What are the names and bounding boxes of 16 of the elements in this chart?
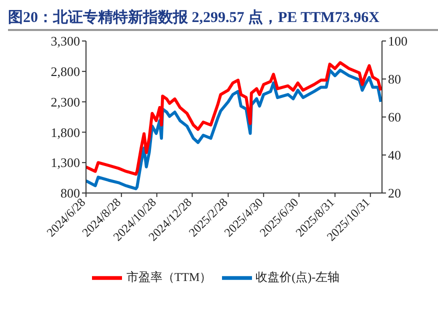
legend-label: 收盘价(点)-左轴	[256, 270, 340, 284]
y-tick-label: 1,300	[50, 155, 80, 170]
y2-tick-label: 80	[388, 72, 401, 87]
y-tick-label: 1,800	[50, 124, 80, 140]
y2-tick-label: 40	[388, 148, 401, 163]
y-tick-label: 2,300	[50, 94, 80, 110]
line-series	[86, 68, 382, 190]
y-tick-label: 3,300	[50, 34, 80, 49]
chart-title: 图20：北证专精特新指数报 2,299.57 点，PE TTM73.96X	[8, 8, 438, 31]
line-series	[86, 61, 382, 176]
y-tick-label: 2,800	[50, 64, 80, 80]
y2-tick-label: 60	[388, 110, 401, 125]
y-tick-label: 800	[60, 186, 80, 201]
y2-tick-label: 100	[388, 34, 408, 49]
legend-label: 市盈率（TTM）	[126, 270, 212, 284]
y2-tick-label: 20	[388, 186, 401, 201]
